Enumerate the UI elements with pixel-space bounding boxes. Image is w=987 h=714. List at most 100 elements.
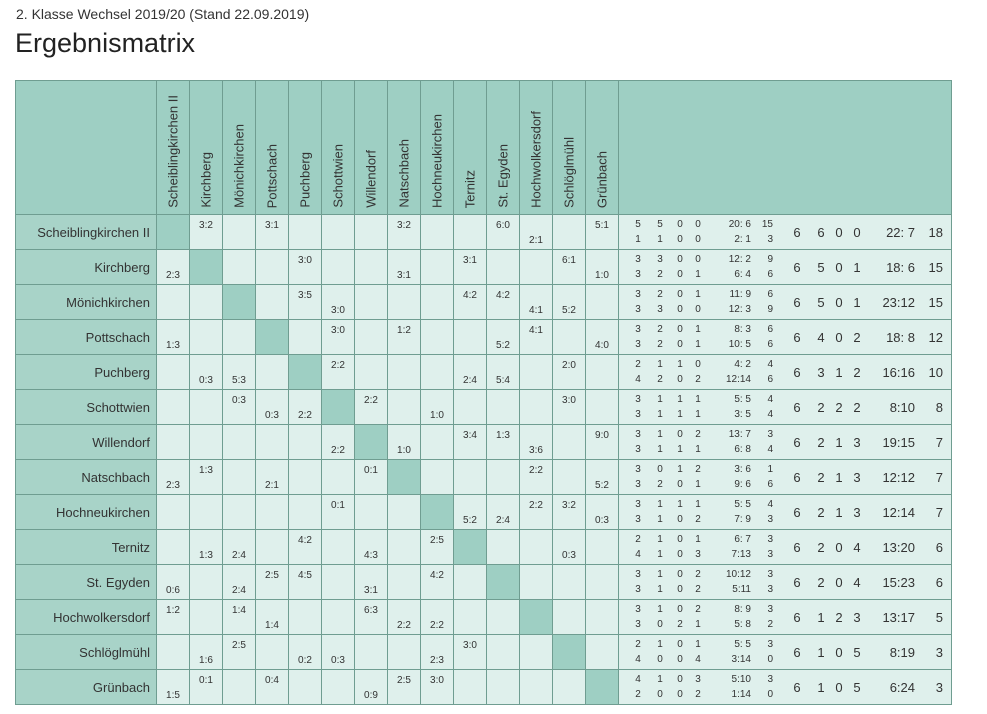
home-stat-value: 3 bbox=[767, 534, 773, 545]
table-row: Schottwien 0:3 0:3 2:2 2:2 1:0 3:0 3 1 1 1 5: 5 4 3 1 1… bbox=[15, 389, 952, 425]
result-cell bbox=[420, 319, 454, 355]
total-stat-value: 5 bbox=[817, 295, 825, 310]
home-stat-value: 2 bbox=[695, 569, 701, 580]
upper-result: 3:0 bbox=[562, 395, 576, 406]
upper-result: 1:4 bbox=[232, 605, 246, 616]
total-stat-value: 4 bbox=[817, 330, 825, 345]
result-cell: 6:0 bbox=[486, 214, 520, 250]
total-stat-value: 15 bbox=[928, 260, 943, 275]
lower-result: 3:0 bbox=[331, 305, 345, 316]
stats-cell: 3 2 0 1 8: 3 6 3 2 0 1 10: 5 6 6 4 0 2 18: 8 12 bbox=[618, 319, 952, 355]
result-cell bbox=[453, 599, 487, 635]
home-stat-value: 3 bbox=[635, 464, 641, 475]
lower-result: 0:2 bbox=[298, 655, 312, 666]
column-header-team: Hochwolkersdorf bbox=[519, 80, 553, 215]
away-stat-value: 1 bbox=[657, 444, 663, 455]
result-cell: 4:1 bbox=[519, 319, 553, 355]
lower-result: 2:3 bbox=[166, 270, 180, 281]
away-stat-value: 4 bbox=[695, 654, 701, 665]
away-stat-value: 6 bbox=[767, 339, 773, 350]
result-cell: 3:0 bbox=[321, 284, 355, 320]
home-stat-value: 3 bbox=[767, 604, 773, 615]
upper-result: 4:2 bbox=[463, 290, 477, 301]
total-stat-value: 16:16 bbox=[882, 365, 915, 380]
lower-result: 2:2 bbox=[331, 445, 345, 456]
total-stat-value: 6 bbox=[793, 260, 801, 275]
result-cell: 2:2 bbox=[321, 424, 355, 460]
away-stat-value: 1 bbox=[695, 479, 701, 490]
column-header-team: Scheiblingkirchen II bbox=[156, 80, 190, 215]
diagonal-cell bbox=[288, 354, 322, 390]
away-stat-value: 1 bbox=[635, 234, 641, 245]
total-stat-value: 15 bbox=[928, 295, 943, 310]
result-cell bbox=[321, 249, 355, 285]
away-stats-line: 1 1 0 0 2: 1 3 bbox=[619, 234, 779, 247]
result-cell bbox=[585, 634, 619, 670]
result-cell bbox=[519, 249, 553, 285]
diagonal-cell bbox=[519, 599, 553, 635]
lower-result: 3:6 bbox=[529, 445, 543, 456]
result-cell bbox=[486, 529, 520, 565]
result-cell bbox=[420, 249, 454, 285]
home-stat-value: 0 bbox=[657, 464, 663, 475]
lower-result: 5:3 bbox=[232, 375, 246, 386]
upper-result: 0:1 bbox=[331, 500, 345, 511]
upper-result: 4:2 bbox=[430, 570, 444, 581]
home-stat-value: 9 bbox=[767, 254, 773, 265]
away-stat-value: 0 bbox=[677, 654, 683, 665]
result-cell bbox=[387, 634, 421, 670]
upper-result: 3:1 bbox=[463, 255, 477, 266]
stats-cell: 3 1 1 1 5: 5 4 3 1 1 1 3: 5 4 6 2 2 2 8:10 8 bbox=[618, 389, 952, 425]
result-cell bbox=[453, 389, 487, 425]
home-stat-value: 4 bbox=[767, 499, 773, 510]
home-stat-value: 1 bbox=[695, 289, 701, 300]
away-stat-value: 3 bbox=[635, 409, 641, 420]
stats-cell: 3 1 1 1 5: 5 4 3 1 0 2 7: 9 3 6 2 1 3 12:14 7 bbox=[618, 494, 952, 530]
total-stat-value: 1 bbox=[835, 365, 843, 380]
upper-result: 3:0 bbox=[331, 325, 345, 336]
lower-result: 1:5 bbox=[166, 690, 180, 701]
stats-cell: 2 1 0 1 6: 7 3 4 1 0 3 7:13 3 6 2 0 4 13:20 6 bbox=[618, 529, 952, 565]
diagonal-cell bbox=[189, 249, 223, 285]
away-stat-value: 12: 3 bbox=[728, 304, 751, 315]
result-cell: 3:0 bbox=[288, 249, 322, 285]
result-cell bbox=[420, 354, 454, 390]
home-stat-value: 5: 5 bbox=[734, 639, 751, 650]
lower-result: 5:2 bbox=[463, 515, 477, 526]
lower-result: 2:4 bbox=[232, 585, 246, 596]
away-stat-value: 3 bbox=[635, 339, 641, 350]
home-stats-line: 3 2 0 1 8: 3 6 bbox=[619, 324, 779, 337]
total-stat-value: 4 bbox=[853, 540, 861, 555]
home-stat-value: 2 bbox=[657, 324, 663, 335]
home-stat-value: 1 bbox=[657, 639, 663, 650]
row-team-name: Hochwolkersdorf bbox=[15, 599, 157, 635]
away-stat-value: 0 bbox=[677, 549, 683, 560]
result-cell: 5:2 bbox=[585, 459, 619, 495]
upper-result: 0:4 bbox=[265, 675, 279, 686]
away-stat-value: 3 bbox=[635, 479, 641, 490]
away-stat-value: 3 bbox=[635, 619, 641, 630]
lower-result: 5:4 bbox=[496, 375, 510, 386]
away-stat-value: 3:14 bbox=[731, 654, 751, 665]
away-stat-value: 2 bbox=[635, 689, 641, 700]
column-header-label: Hochneukirchen bbox=[429, 114, 445, 208]
total-stat-value: 6 bbox=[793, 680, 801, 695]
table-row: Grünbach 1:5 0:1 0:4 0:9 2:5 3:0 4 1 0 3 5:10 3 2 0 0 2 1… bbox=[15, 669, 952, 705]
result-cell: 1:2 bbox=[387, 319, 421, 355]
row-team-name: Schottwien bbox=[15, 389, 157, 425]
stats-cell: 3 1 0 2 13: 7 3 3 1 1 1 6: 8 4 6 2 1 3 19:15 7 bbox=[618, 424, 952, 460]
result-cell bbox=[156, 529, 190, 565]
lower-result: 1:0 bbox=[430, 410, 444, 421]
upper-result: 6:1 bbox=[562, 255, 576, 266]
lower-result: 1:3 bbox=[199, 550, 213, 561]
column-header-label: Scheiblingkirchen II bbox=[165, 95, 181, 208]
result-cell bbox=[255, 529, 289, 565]
result-cell bbox=[552, 424, 586, 460]
away-stat-value: 3 bbox=[767, 234, 773, 245]
column-header-label: Kirchberg bbox=[198, 152, 214, 208]
home-stat-value: 6: 7 bbox=[734, 534, 751, 545]
table-row: Hochwolkersdorf 1:2 1:4 1:4 6:3 2:2 2:2 3 1 0 2 8: … bbox=[15, 599, 952, 635]
result-cell bbox=[552, 319, 586, 355]
